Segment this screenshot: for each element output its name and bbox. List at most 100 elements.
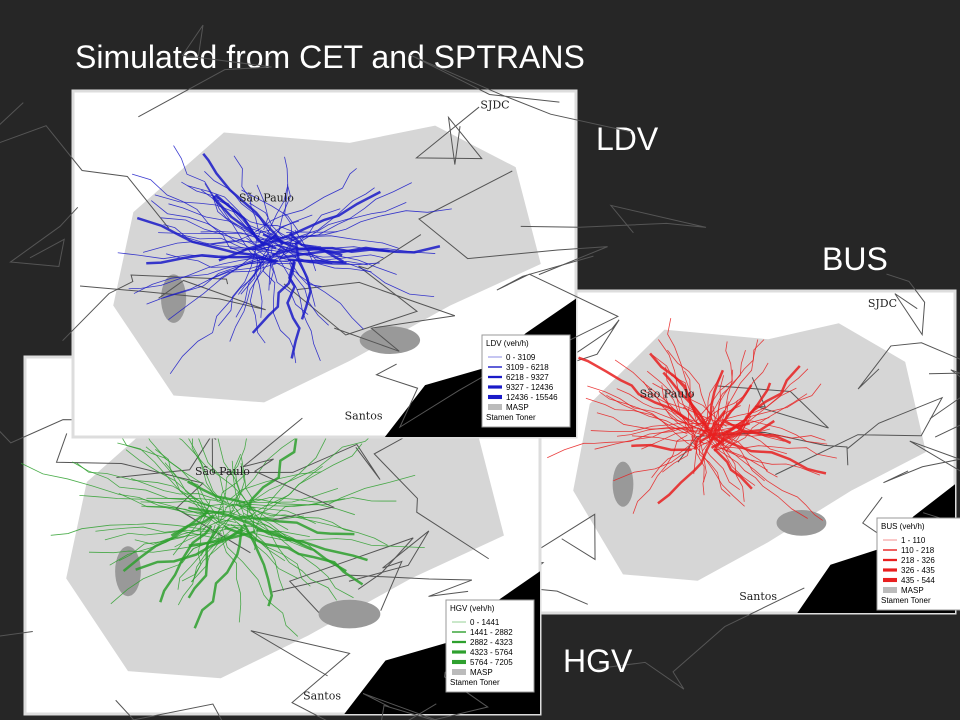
legend-swatch bbox=[883, 587, 897, 593]
traffic-line bbox=[181, 529, 244, 582]
traffic-line bbox=[689, 422, 785, 442]
traffic-line bbox=[110, 513, 236, 605]
traffic-line bbox=[158, 232, 253, 235]
traffic-line bbox=[150, 200, 256, 253]
traffic-line bbox=[262, 259, 297, 364]
traffic-line bbox=[290, 246, 436, 254]
traffic-line bbox=[235, 243, 270, 318]
traffic-line bbox=[181, 181, 262, 243]
traffic-line bbox=[598, 391, 697, 449]
masp-patch bbox=[776, 509, 827, 536]
road bbox=[410, 54, 632, 133]
slide-title: Simulated from CET and SPTRANS bbox=[75, 39, 585, 75]
traffic-line bbox=[700, 420, 735, 434]
traffic-line bbox=[664, 394, 700, 427]
traffic-line bbox=[720, 341, 733, 427]
traffic-line bbox=[689, 391, 698, 426]
legend-entry: 1441 - 2882 bbox=[470, 628, 513, 637]
traffic-line bbox=[122, 509, 210, 573]
traffic-line bbox=[594, 419, 709, 450]
traffic-line bbox=[252, 516, 355, 536]
traffic-line bbox=[590, 421, 692, 432]
traffic-line bbox=[199, 512, 246, 519]
legend-swatch bbox=[452, 669, 466, 675]
traffic-line bbox=[229, 503, 355, 516]
traffic-line bbox=[720, 419, 828, 445]
traffic-line bbox=[719, 368, 809, 421]
place-label: São Paulo bbox=[239, 192, 294, 205]
traffic-line bbox=[202, 152, 284, 246]
traffic-line bbox=[271, 245, 441, 257]
traffic-line bbox=[276, 230, 333, 265]
road bbox=[211, 423, 381, 480]
map: SJDC São Paulo Santos BUS (veh/h) 1 - 110110… bbox=[468, 273, 960, 690]
traffic-line bbox=[131, 173, 250, 256]
traffic-line bbox=[146, 497, 228, 506]
region bbox=[573, 323, 926, 581]
traffic-line bbox=[231, 460, 247, 524]
place-label: Santos bbox=[303, 690, 341, 703]
traffic-line bbox=[726, 420, 787, 455]
legend-title: LDV (veh/h) bbox=[486, 339, 529, 348]
traffic-line bbox=[700, 375, 725, 438]
traffic-line bbox=[253, 430, 330, 532]
traffic-line bbox=[141, 505, 226, 513]
legend-box bbox=[445, 599, 535, 693]
traffic-line bbox=[200, 515, 232, 557]
map-label: HGV bbox=[563, 643, 633, 679]
road bbox=[348, 530, 430, 611]
traffic-line bbox=[585, 397, 688, 435]
traffic-line bbox=[172, 505, 210, 556]
traffic-line bbox=[280, 248, 397, 275]
road bbox=[375, 340, 546, 429]
traffic-line bbox=[222, 529, 299, 637]
traffic-line bbox=[238, 505, 317, 553]
traffic-line bbox=[133, 254, 268, 294]
traffic-line bbox=[725, 430, 765, 482]
traffic-line bbox=[228, 471, 322, 501]
traffic-line bbox=[646, 370, 707, 429]
traffic-line bbox=[722, 443, 823, 521]
legend-entry: 4323 - 5764 bbox=[470, 648, 513, 657]
traffic-line bbox=[169, 261, 266, 375]
traffic-line bbox=[243, 512, 312, 551]
road bbox=[520, 204, 707, 234]
traffic-line bbox=[243, 498, 346, 506]
road bbox=[415, 106, 483, 165]
traffic-line bbox=[631, 443, 692, 452]
traffic-line bbox=[587, 385, 687, 425]
traffic-line bbox=[667, 318, 692, 424]
traffic-line bbox=[251, 532, 425, 549]
traffic-line bbox=[201, 189, 261, 238]
traffic-line bbox=[155, 449, 207, 515]
traffic-line bbox=[712, 405, 723, 443]
road bbox=[272, 574, 473, 597]
traffic-line bbox=[242, 523, 274, 607]
traffic-line bbox=[88, 533, 253, 554]
legend-entry: 218 - 326 bbox=[901, 556, 935, 565]
traffic-line bbox=[187, 185, 284, 239]
traffic-line bbox=[691, 426, 705, 483]
traffic-line bbox=[718, 401, 729, 443]
legend-box bbox=[481, 334, 571, 428]
map-label: BUS bbox=[822, 241, 888, 277]
traffic-line bbox=[164, 462, 230, 529]
traffic-line bbox=[225, 488, 339, 508]
traffic-line bbox=[606, 394, 699, 440]
traffic-line bbox=[241, 189, 299, 231]
legend-entry: 110 - 218 bbox=[901, 546, 935, 555]
road bbox=[79, 279, 266, 311]
traffic-line bbox=[20, 462, 210, 518]
traffic-line bbox=[726, 436, 778, 478]
legend-entry: 5764 - 7205 bbox=[470, 658, 513, 667]
legend-entry: Stamen Toner bbox=[881, 596, 931, 605]
traffic-line bbox=[239, 429, 378, 508]
traffic-line bbox=[229, 245, 282, 342]
traffic-line bbox=[177, 531, 220, 606]
traffic-line bbox=[698, 339, 765, 434]
traffic-line bbox=[724, 383, 822, 448]
traffic-line bbox=[614, 359, 715, 433]
traffic-line bbox=[713, 415, 751, 440]
